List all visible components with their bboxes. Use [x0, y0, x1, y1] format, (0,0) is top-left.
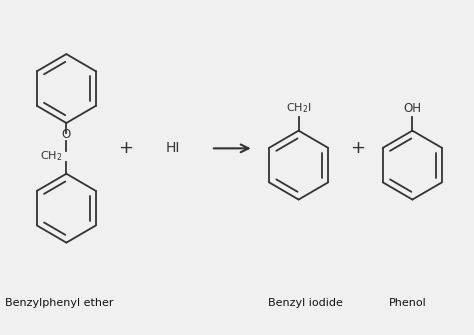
- Text: +: +: [118, 139, 133, 157]
- Text: O: O: [62, 128, 71, 141]
- Text: OH: OH: [403, 102, 421, 115]
- Text: HI: HI: [166, 141, 180, 155]
- Text: CH$_2$I: CH$_2$I: [286, 102, 311, 115]
- Text: CH$_2$: CH$_2$: [40, 150, 63, 163]
- Text: +: +: [350, 139, 365, 157]
- Text: Benzylphenyl ether: Benzylphenyl ether: [5, 298, 113, 308]
- Text: Benzyl iodide: Benzyl iodide: [268, 298, 343, 308]
- Text: Phenol: Phenol: [389, 298, 427, 308]
